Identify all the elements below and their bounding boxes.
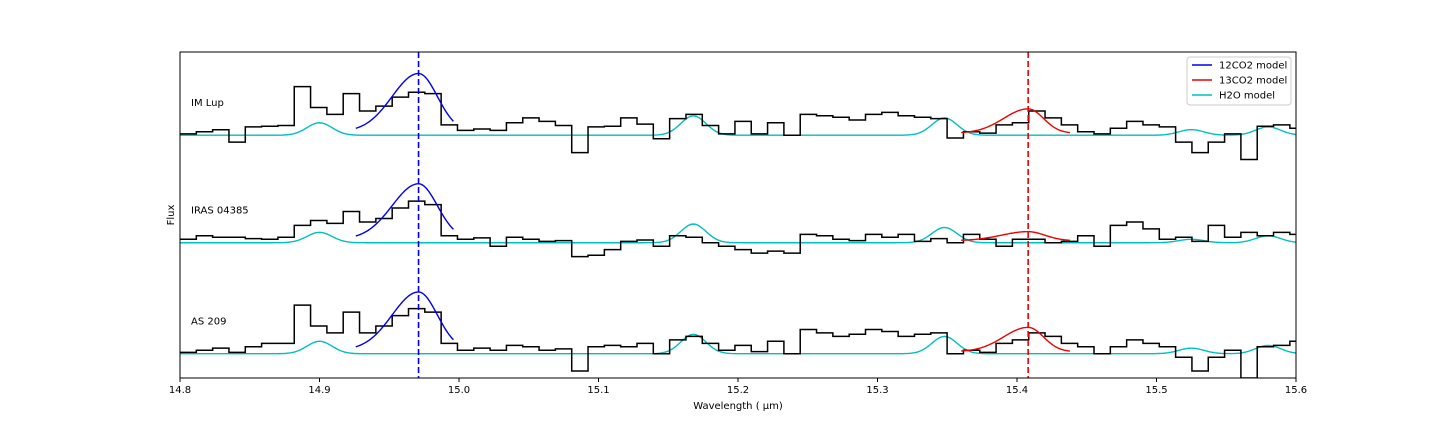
x-tick-label: 15.5 [1145,385,1167,396]
h2o-model-line-iras-04385 [180,223,1296,244]
spectrum-label-as-209: AS 209 [191,317,226,328]
x-tick-label: 15.1 [587,385,609,396]
series-group [180,72,1296,378]
observed-spectrum-as-209 [180,304,1296,378]
plot-content: IM Lup IRAS 04385 AS 209 [180,52,1296,378]
legend: 12CO2 model 13CO2 model H2O model [1186,56,1292,106]
legend-box [1186,56,1292,106]
legend-label: 13CO2 model [1219,76,1287,87]
x-tick-label: 15.2 [727,385,749,396]
co2-12-model-line-im-lup [355,72,454,130]
h2o-model-line-as-209 [180,333,1296,355]
y-axis-label: Flux [166,205,177,226]
observed-spectrum-iras-04385 [180,200,1296,258]
co2-12-model-line-iras-04385 [355,183,454,237]
co2-13-model-line-iras-04385 [961,230,1071,241]
spectrum-label-im-lup: IM Lup [191,98,224,109]
x-tick-label: 15.4 [1006,385,1028,396]
co2-13-model-line-as-209 [961,326,1071,352]
x-tick-label: 15.6 [1285,385,1307,396]
x-axis-label: Wavelength ( μm) [693,401,783,412]
x-tick-label: 14.9 [308,385,330,396]
plot-frame [179,51,1297,379]
co2-13-model-line-im-lup [961,108,1071,134]
h2o-model-line-im-lup [180,115,1296,136]
x-tick-label: 14.8 [169,385,191,396]
legend-label: 12CO2 model [1219,61,1287,72]
legend-label: H2O model [1219,91,1275,102]
co2-12-model-line-as-209 [355,291,454,348]
x-tick-label: 15.0 [448,385,470,396]
observed-spectrum-im-lup [180,85,1296,161]
x-tick-label: 15.3 [866,385,888,396]
x-axis: 14.8 14.9 15.0 15.1 15.2 15.3 15.4 15.5 15.6 [169,378,1307,396]
spectrum-label-iras-04385: IRAS 04385 [191,206,249,217]
